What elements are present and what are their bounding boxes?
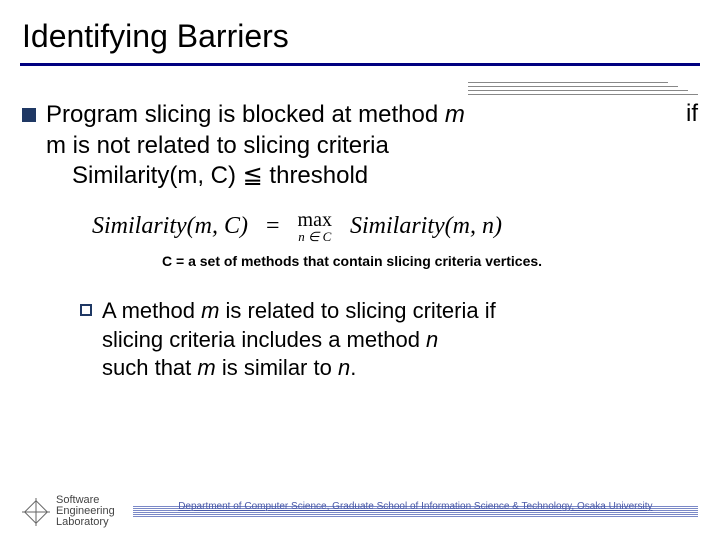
sub-l3n: n bbox=[338, 355, 350, 380]
bullet-1-line1a: Program slicing is blocked at method bbox=[46, 101, 445, 128]
formula-eq: = bbox=[266, 213, 280, 240]
department-bar: Department of Computer Science, Graduate… bbox=[133, 505, 698, 518]
slide-title: Identifying Barriers bbox=[0, 0, 720, 63]
sub-l3b: is similar to bbox=[216, 355, 338, 380]
if-word: if bbox=[656, 100, 698, 128]
department-text: Department of Computer Science, Graduate… bbox=[133, 501, 698, 512]
c-definition-note: C = a set of methods that contain slicin… bbox=[162, 253, 698, 269]
sub-l2a: slicing criteria includes a method bbox=[102, 327, 426, 352]
sub-l3a: such that bbox=[102, 355, 197, 380]
sub-bullet: A method m is related to slicing criteri… bbox=[80, 297, 698, 383]
formula-max-bot: n ∈ C bbox=[298, 230, 331, 243]
hollow-square-bullet-icon bbox=[80, 304, 92, 316]
formula-rhs: Similarity(m, n) bbox=[350, 213, 502, 240]
formula-max-top: max bbox=[298, 210, 332, 230]
bullet-1-m: m bbox=[445, 101, 465, 128]
sub-l3c: . bbox=[350, 355, 356, 380]
sub-l3m: m bbox=[197, 355, 215, 380]
logo-mark-icon bbox=[22, 498, 50, 526]
bullet-1: Program slicing is blocked at method m i… bbox=[22, 100, 698, 131]
square-bullet-icon bbox=[22, 108, 36, 122]
similarity-formula: Similarity(m, C) = max n ∈ C Similarity(… bbox=[92, 210, 698, 243]
formula-lhs: Similarity(m, C) bbox=[92, 213, 248, 240]
formula-max: max n ∈ C bbox=[298, 210, 332, 243]
sub-l1m: m bbox=[201, 298, 219, 323]
slide-body: Program slicing is blocked at method m i… bbox=[0, 66, 720, 383]
logo-text: Software Engineering Laboratory bbox=[56, 495, 115, 528]
slide-footer: Software Engineering Laboratory Departme… bbox=[22, 495, 698, 528]
bullet-1-line2: m is not related to slicing criteria bbox=[22, 131, 698, 162]
sub-l1b: is related to slicing criteria if bbox=[219, 298, 495, 323]
logo-line3: Laboratory bbox=[56, 517, 115, 528]
bullet-1-line3: Similarity(m, C) ≦ threshold bbox=[22, 161, 698, 192]
sub-bullet-text: A method m is related to slicing criteri… bbox=[102, 297, 496, 383]
decorative-ruler bbox=[468, 82, 698, 98]
sub-l1a: A method bbox=[102, 298, 201, 323]
lab-logo: Software Engineering Laboratory bbox=[22, 495, 115, 528]
sub-l2n: n bbox=[426, 327, 438, 352]
bullet-1-text: Program slicing is blocked at method m bbox=[46, 100, 656, 131]
